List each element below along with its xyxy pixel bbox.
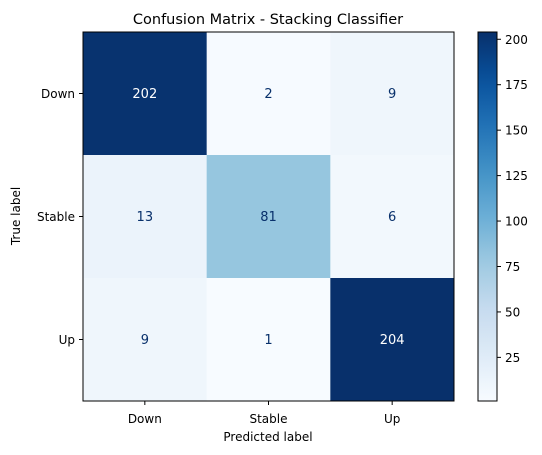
colorbar-tick-label: 175 <box>505 78 528 92</box>
x-tick-label: Up <box>384 412 400 426</box>
colorbar-tick-label: 125 <box>505 169 528 183</box>
colorbar-tick-label: 100 <box>505 215 528 229</box>
y-tick-label: Stable <box>37 210 75 224</box>
y-tick-labels: Down Stable Up <box>37 87 83 347</box>
x-tick-label: Down <box>128 412 162 426</box>
cell-value-label: 202 <box>132 87 157 102</box>
cell-value-label: 9 <box>141 333 149 348</box>
chart-title: Confusion Matrix - Stacking Classifier <box>133 12 403 28</box>
colorbar-tick-label: 200 <box>505 33 528 47</box>
x-tick-label: Stable <box>249 412 287 426</box>
colorbar-tick-label: 150 <box>505 124 528 138</box>
colorbar-tick-label: 50 <box>505 305 520 319</box>
colorbar-gradient <box>478 32 497 401</box>
colorbar-tick-label: 75 <box>505 260 520 274</box>
cell-value-label: 1 <box>264 333 272 348</box>
y-tick-label: Down <box>41 87 75 101</box>
heatmap-cells: 202 2 9 13 81 6 9 1 204 <box>83 32 455 402</box>
cell-value-label: 204 <box>380 333 405 348</box>
x-axis-label: Predicted label <box>223 430 312 444</box>
cell-value-label: 6 <box>388 210 396 225</box>
x-tick-labels: Down Stable Up <box>128 401 401 426</box>
y-axis-label: True label <box>9 187 23 246</box>
cell-value-label: 9 <box>388 87 396 102</box>
colorbar-tick-label: 25 <box>505 351 520 365</box>
colorbar: 25 50 75 100 125 150 175 200 <box>478 32 528 401</box>
y-tick-label: Up <box>59 333 75 347</box>
cell-value-label: 13 <box>137 210 154 225</box>
cell-value-label: 2 <box>264 87 272 102</box>
cell-value-label: 81 <box>260 210 277 225</box>
